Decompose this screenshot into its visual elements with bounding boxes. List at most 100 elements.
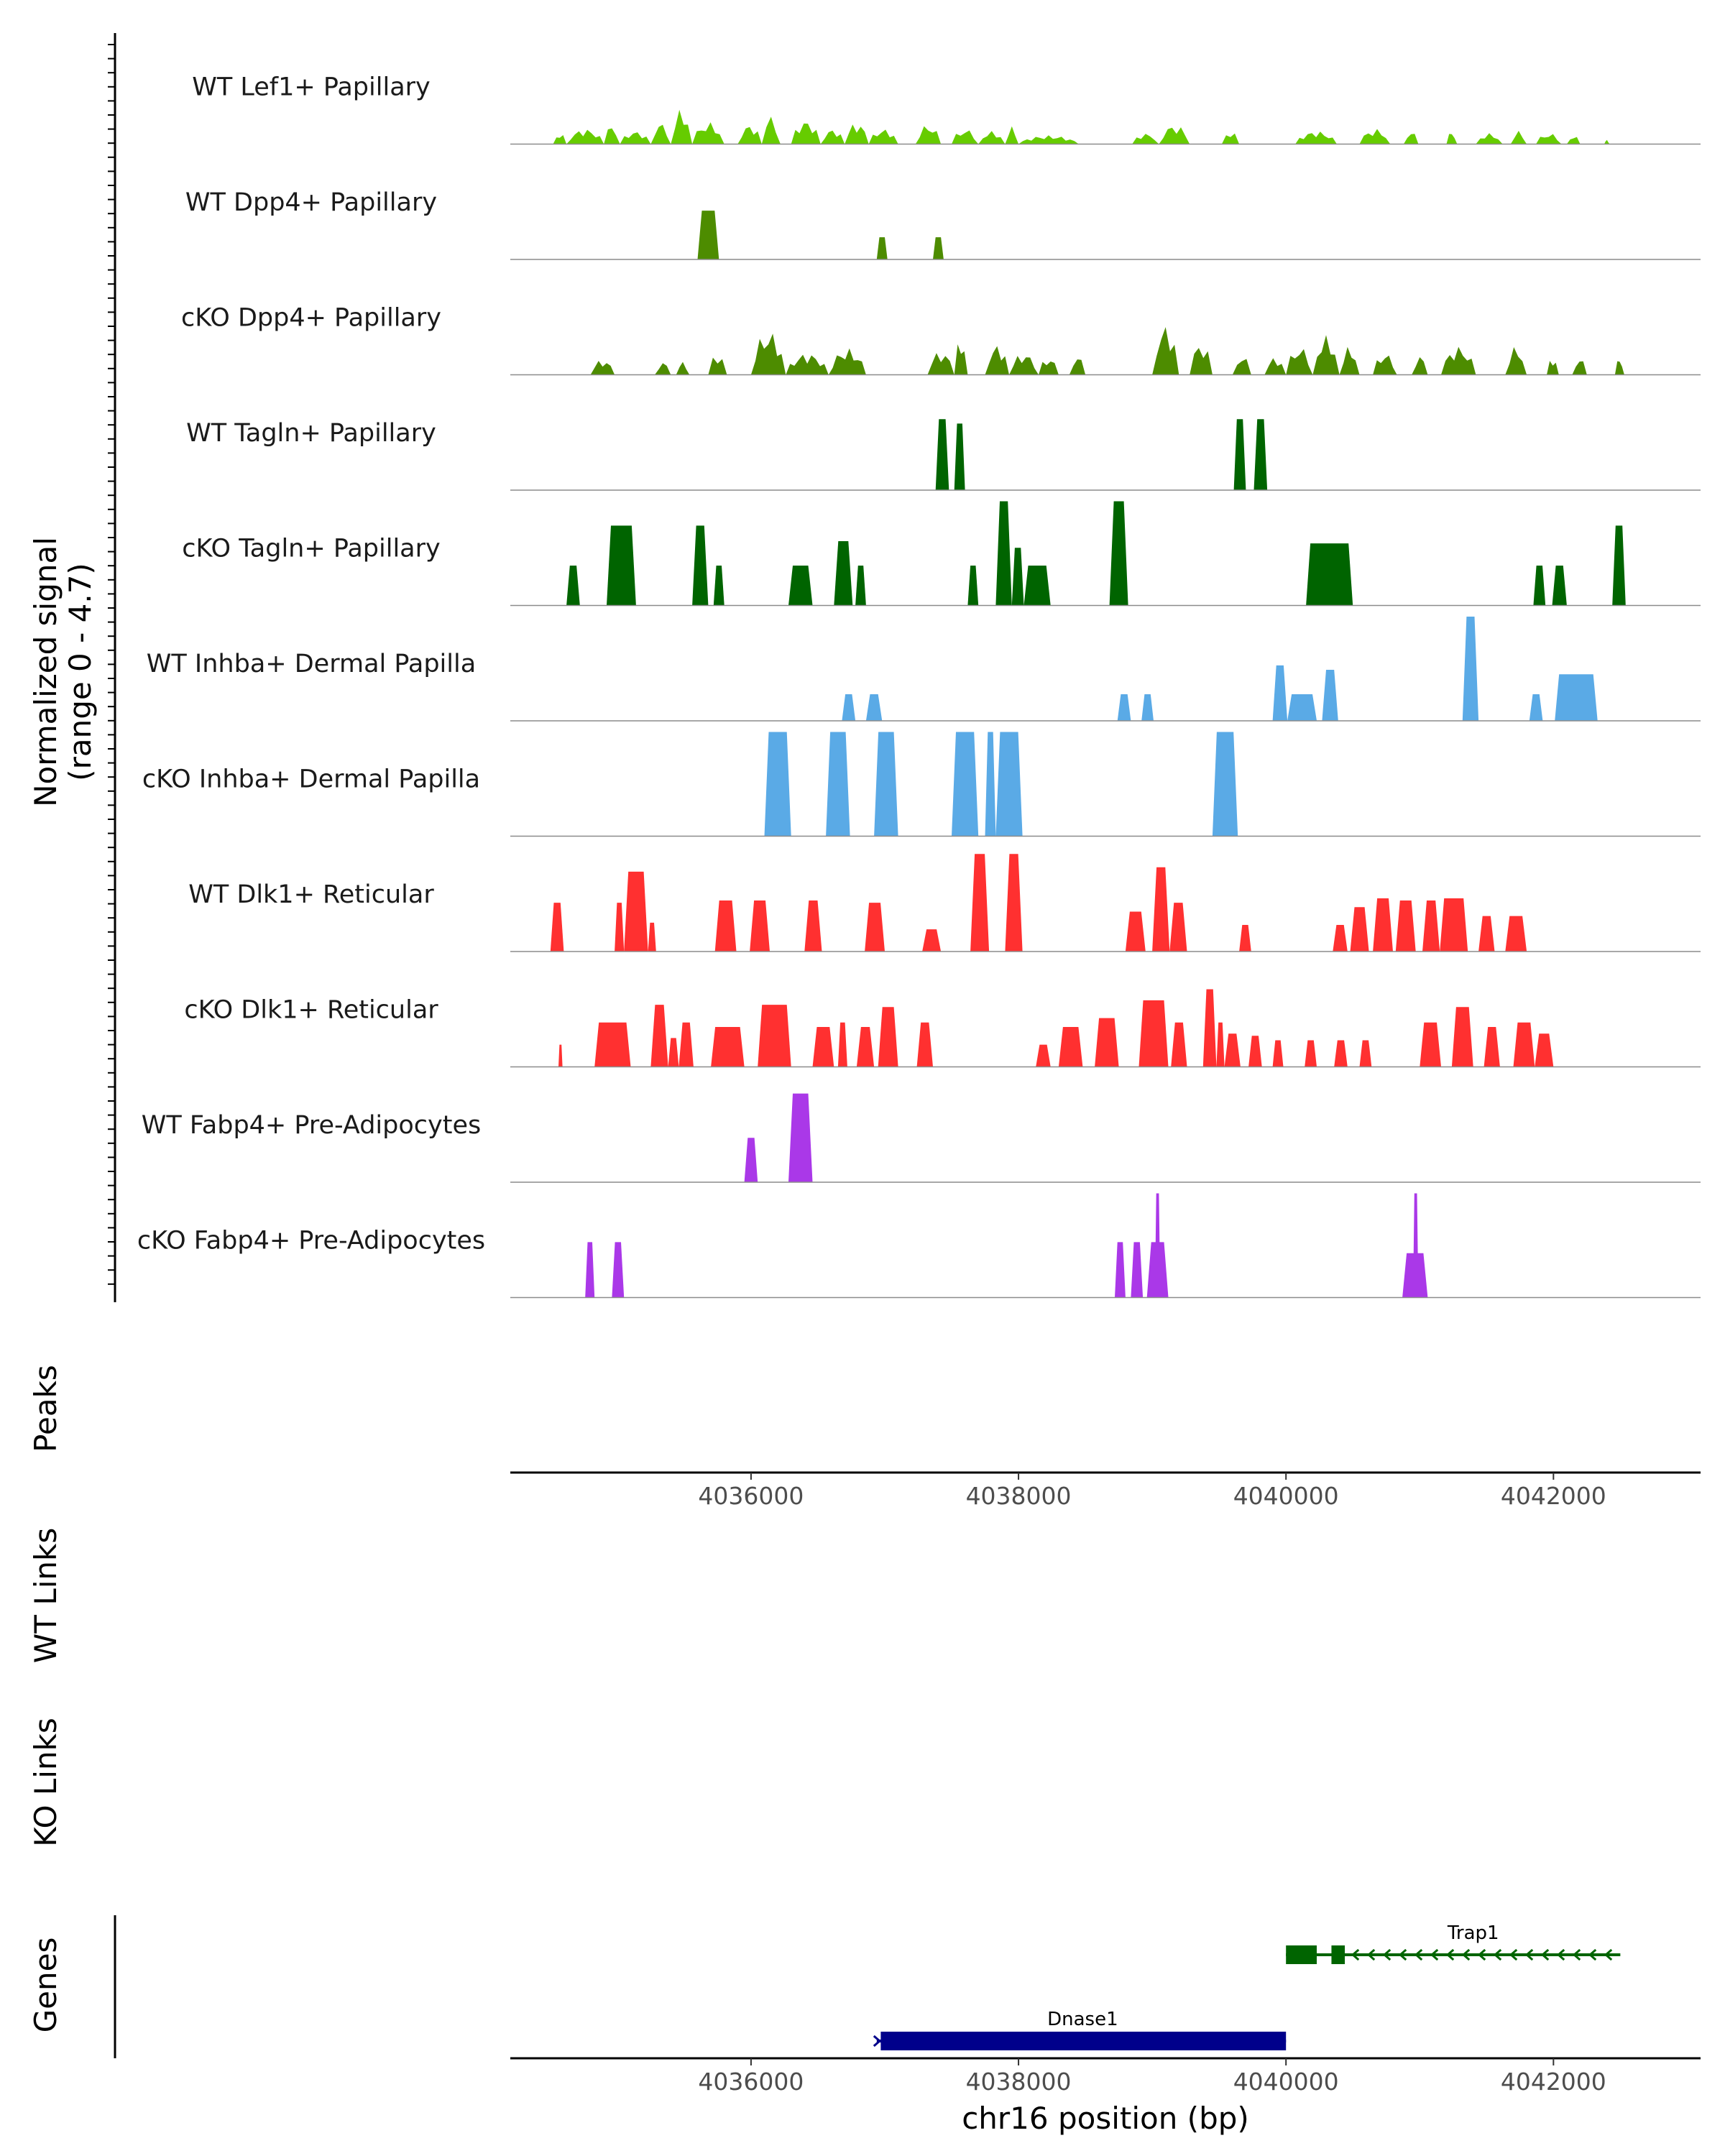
coverage-peak [764, 732, 791, 837]
coverage-peak [1138, 1000, 1169, 1067]
coverage-peak [750, 900, 770, 952]
coverage-peak [713, 566, 724, 606]
strand-arrow [1572, 1948, 1581, 1961]
strand-arrow [1351, 1948, 1360, 1961]
coverage-track: cKO Tagln+ Papillary [182, 501, 1701, 607]
coverage-peak [676, 361, 690, 375]
coverage-track: WT Dpp4+ Papillary [185, 188, 1701, 260]
coverage-peak [1190, 348, 1213, 375]
coverage-peak [952, 130, 979, 144]
coverage-peak [970, 854, 990, 952]
coverage-peak [1451, 1007, 1473, 1067]
coverage-peak [1529, 694, 1543, 721]
coverage-peak [985, 346, 1009, 375]
coverage-peak [1159, 127, 1190, 144]
coverage-tracks: WT Lef1+ Papillary WT Dpp4+ Papillary cKO … [137, 73, 1701, 1299]
strand-arrow [1604, 1948, 1613, 1961]
coverage-peak [995, 501, 1012, 606]
coverage-peak [1359, 1040, 1372, 1067]
coverage-peak [1248, 1036, 1262, 1067]
coverage-track: WT Lef1+ Papillary [192, 73, 1701, 145]
coverage-peak [927, 353, 954, 375]
x-tick-label: 4038000 [966, 1482, 1072, 1510]
coverage-peak [1216, 1022, 1225, 1067]
coverage-peak [1125, 911, 1146, 952]
coverage-peak [820, 130, 845, 144]
x-tick-label: 4042000 [1501, 2068, 1606, 2096]
coverage-peak [566, 129, 604, 144]
coverage-track: cKO Dpp4+ Papillary [181, 304, 1701, 376]
coverage-peak [1202, 989, 1217, 1067]
track-label: WT Dpp4+ Papillary [185, 188, 437, 217]
coverage-peak [1441, 346, 1476, 375]
coverage-peak [615, 903, 625, 952]
coverage-peak [1334, 1040, 1348, 1067]
coverage-peak [1306, 543, 1353, 606]
coverage-peak [553, 135, 567, 144]
coverage-peak [1287, 694, 1317, 721]
coverage-peak [1239, 925, 1251, 952]
coverage-peak [856, 1027, 875, 1067]
coverage-peak [671, 109, 693, 144]
wt-links-track-label: WT Links [28, 1528, 63, 1663]
coverage-peak [1233, 419, 1246, 490]
genes-x-ticks: 4036000 4038000 4040000 4042000 [698, 2058, 1606, 2096]
coverage-track: WT Tagln+ Papillary [186, 419, 1701, 491]
coverage-peak [878, 1007, 898, 1067]
coverage-peak [1440, 898, 1468, 952]
track-label: WT Tagln+ Papillary [186, 419, 436, 448]
coverage-peak [1152, 867, 1170, 952]
coverage-peak [1373, 355, 1397, 375]
coverage-y-ticks [108, 44, 115, 1285]
coverage-peak [1272, 665, 1288, 721]
coverage-peak [1359, 129, 1391, 144]
coverage-peak [737, 126, 762, 144]
track-label: WT Dlk1+ Reticular [188, 880, 434, 909]
coverage-peak [1305, 1040, 1317, 1067]
coverage-peak [1295, 132, 1337, 144]
coverage-peak [978, 131, 1006, 144]
coverage-peak [714, 900, 737, 952]
strand-arrow [1461, 1948, 1471, 1961]
coverage-peak [842, 694, 856, 721]
coverage-peak [612, 1242, 625, 1298]
coverage-peak [1412, 357, 1428, 375]
strand-arrow [1430, 1948, 1439, 1961]
coverage-peak [624, 871, 648, 952]
coverage-peak [1171, 1022, 1187, 1067]
coverage-peak [1322, 670, 1338, 721]
coverage-track: cKO Inhba+ Dermal Papilla [142, 732, 1701, 837]
coverage-peak [1513, 1022, 1535, 1067]
coverage-peak [1232, 359, 1251, 375]
strand-arrow [1524, 1948, 1534, 1961]
coverage-peak [1005, 854, 1023, 952]
strand-arrow [1556, 1948, 1565, 1961]
coverage-peak [935, 419, 949, 490]
coverage-peak [1614, 361, 1624, 375]
coverage-track: cKO Dlk1+ Reticular [184, 989, 1701, 1068]
coverage-y-axis-title: Normalized signal [28, 537, 63, 807]
gene-name-label: Trap1 [1447, 1922, 1499, 1944]
coverage-peak [697, 211, 719, 259]
x-tick-label: 4040000 [1233, 2068, 1339, 2096]
coverage-peak [1536, 134, 1562, 144]
coverage-peak [1224, 1033, 1241, 1067]
coverage-y-axis-range: (range 0 - 4.7) [63, 563, 98, 781]
coverage-peak [1446, 134, 1458, 144]
coverage-peak [1505, 916, 1527, 952]
coverage-peak [604, 128, 620, 144]
coverage-peak [1212, 732, 1238, 837]
coverage-peak [1572, 361, 1587, 375]
coverage-peak [650, 124, 671, 144]
coverage-peak [1462, 617, 1479, 721]
coverage-peak [812, 1027, 834, 1067]
coverage-peak [933, 237, 944, 259]
gene-exon [1286, 1945, 1317, 1964]
track-label: cKO Tagln+ Papillary [182, 535, 441, 563]
coverage-peak [594, 1022, 631, 1067]
gene-exon [880, 2032, 1287, 2050]
strand-arrow [1366, 1948, 1376, 1961]
coverage-track: WT Dlk1+ Reticular [188, 854, 1701, 952]
coverage-peak [678, 1022, 694, 1067]
